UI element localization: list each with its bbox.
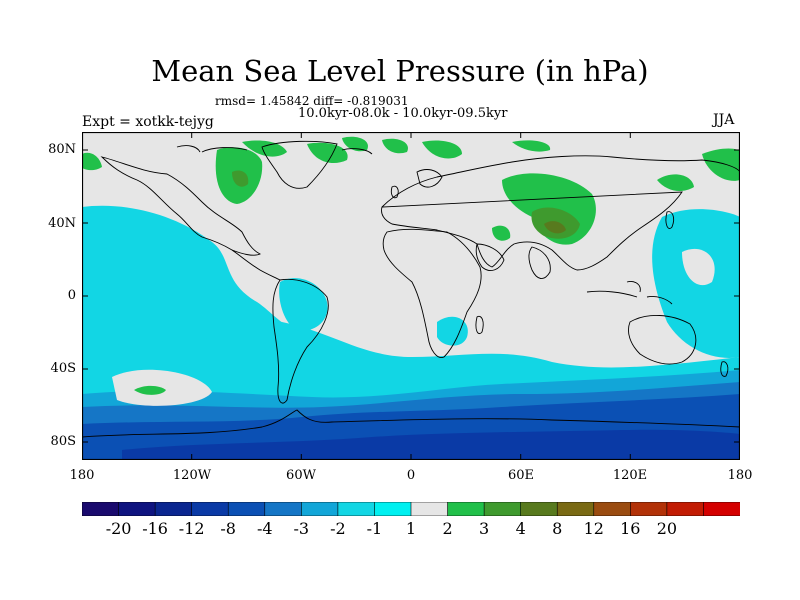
south-america-outline — [272, 278, 329, 404]
colorbar-label: 1 — [405, 519, 417, 538]
green-europe — [422, 140, 462, 159]
green-arctic-1 — [242, 140, 287, 157]
colorbar-label: 16 — [620, 519, 641, 538]
australia-outline — [628, 314, 697, 365]
indonesia-outline — [586, 281, 673, 305]
colorbar-swatch — [630, 502, 668, 516]
britain-outline — [390, 185, 399, 199]
stats-label: rmsd= 1.45842 diff= -0.819031 — [215, 94, 409, 108]
lat-label-80n: 80N — [48, 142, 76, 157]
green-east-arctic — [702, 148, 740, 181]
green-north-pacific — [657, 174, 694, 192]
lat-label-40s: 40S — [50, 361, 76, 376]
dark-olive-tibet — [544, 221, 566, 234]
chart-title: Mean Sea Level Pressure (in hPa) — [151, 54, 649, 88]
colorbar-label: 20 — [656, 519, 678, 538]
eurasia-outline — [381, 155, 740, 271]
lon-label-0: 0 — [406, 468, 416, 483]
colorbar-swatch — [154, 502, 193, 516]
green-iran — [492, 225, 511, 241]
lon-label-120w: 120W — [172, 468, 212, 483]
colorbar — [82, 502, 740, 516]
africa-outline — [382, 228, 482, 358]
colorbar-swatch — [191, 502, 229, 516]
central-america-outline — [231, 249, 281, 281]
period-label: 10.0kyr-08.0k - 10.0kyr-09.5kyr — [298, 106, 508, 121]
cyan-indian-patch — [437, 316, 468, 346]
lon-label-120e: 120E — [612, 468, 648, 483]
colorbar-swatch — [301, 502, 339, 516]
cyan-atlantic-patch — [279, 278, 328, 331]
india-outline — [528, 246, 551, 279]
arabia-outline — [475, 243, 505, 271]
colorbar-swatch — [118, 502, 156, 516]
olive-greenland — [232, 170, 249, 187]
colorbar-swatch — [556, 502, 595, 516]
colorbar-label: -4 — [257, 519, 273, 538]
lat-label-80s: 80S — [50, 434, 76, 449]
colorbar-label: 4 — [515, 519, 526, 538]
green-arctic-3 — [342, 136, 368, 152]
map-plot — [82, 132, 740, 460]
cyan-east-pacific — [82, 205, 302, 347]
lon-label-60e: 60E — [507, 468, 535, 483]
colorbar-label: -1 — [366, 519, 383, 538]
arctic-islands — [176, 145, 373, 155]
green-arctic-4 — [382, 138, 408, 154]
colorbar-label: 12 — [583, 519, 604, 538]
colorbar-label: 8 — [552, 519, 563, 538]
band-minus8 — [122, 429, 740, 460]
greenland-outline — [261, 140, 338, 189]
colorbar-swatch — [666, 502, 705, 516]
colorbar-swatch — [593, 502, 631, 516]
neutral-indian-patch — [682, 248, 715, 286]
colorbar-label: -20 — [105, 519, 132, 538]
colorbar-label: -2 — [330, 519, 346, 538]
colorbar-label: 2 — [442, 519, 453, 538]
lat-label-40n: 40N — [48, 216, 76, 231]
japan-outline — [665, 211, 675, 229]
colorbar-swatch — [410, 502, 449, 516]
antarctica-outline — [82, 409, 740, 438]
colorbar-swatch — [227, 502, 266, 516]
colorbar-swatch — [82, 502, 120, 516]
north-america-outline — [100, 156, 262, 256]
madagascar-outline — [475, 315, 484, 335]
colorbar-swatch — [520, 502, 558, 516]
green-arctic-2 — [307, 142, 348, 164]
green-arctic-west — [82, 152, 102, 171]
colorbar-swatch — [264, 502, 302, 516]
lon-label-180w: 180 — [69, 468, 95, 483]
green-arctic-ne — [512, 140, 551, 152]
colorbar-label: -16 — [142, 519, 168, 538]
scandinavia-outline — [416, 169, 443, 188]
lon-ticks — [191, 132, 631, 460]
colorbar-label: -12 — [178, 519, 205, 538]
colorbar-swatch — [447, 502, 485, 516]
colorbar-label: 3 — [479, 519, 490, 538]
lon-label-60w: 60W — [286, 468, 316, 483]
coastlines — [82, 140, 740, 438]
new-zealand-outline — [720, 361, 729, 377]
colorbar-label: -8 — [220, 519, 236, 538]
green-pacific-small — [134, 385, 166, 395]
lat-label-0: 0 — [67, 288, 76, 303]
season-label: JJA — [713, 112, 735, 128]
colorbar-swatch — [703, 502, 740, 516]
colorbar-swatch — [337, 502, 376, 516]
colorbar-swatch — [374, 502, 412, 516]
colorbar-swatch — [483, 502, 522, 516]
lon-label-180e: 180 — [727, 468, 753, 483]
colorbar-label: -3 — [293, 519, 310, 538]
lat-ticks — [82, 149, 740, 443]
experiment-label: Expt = xotkk-tejyg — [82, 114, 214, 130]
